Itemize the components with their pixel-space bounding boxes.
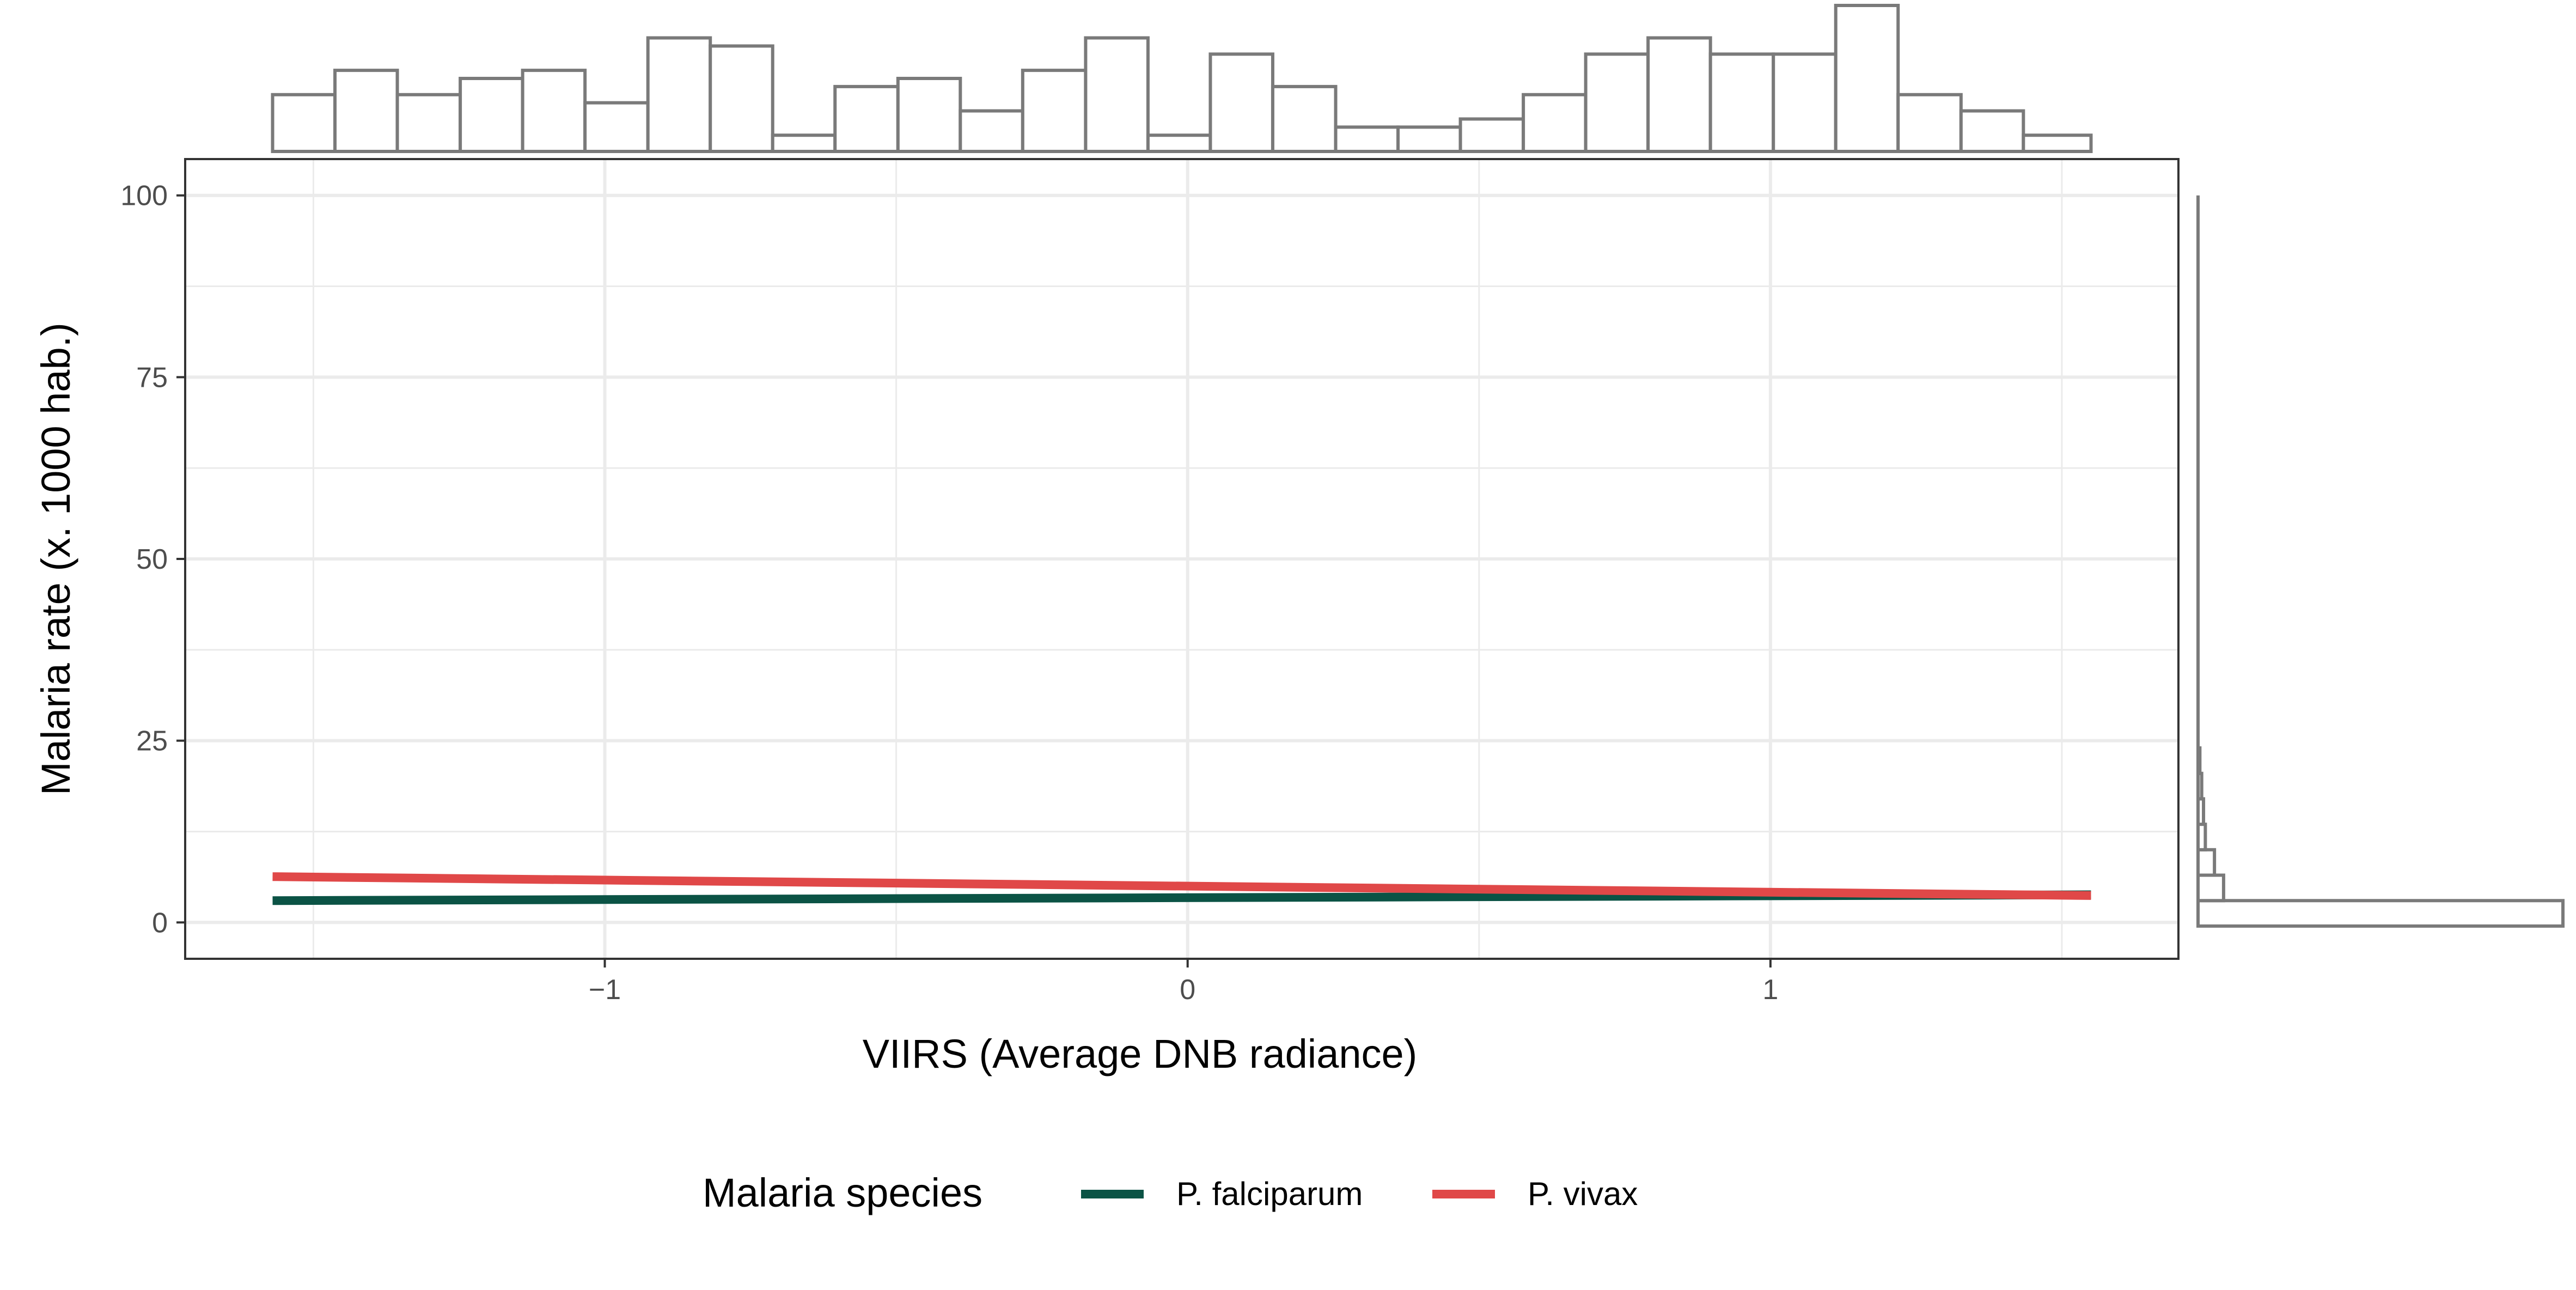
top-histogram-bar (1146, 133, 1212, 154)
legend: Malaria species P. falciparum P. vivax (703, 1170, 1638, 1215)
right-histogram-bar (2196, 848, 2217, 877)
y-tick-label: 50 (136, 544, 168, 575)
top-histogram-bar (1271, 84, 1338, 153)
top-histogram-bar (271, 93, 337, 153)
top-marginal-histogram (271, 4, 2093, 154)
top-histogram-bar (1021, 69, 1088, 153)
top-histogram-bar (1834, 4, 1900, 153)
top-histogram-bar (459, 77, 524, 153)
grid (185, 159, 2178, 959)
top-histogram-bar (1708, 52, 1775, 154)
top-histogram-bar (333, 69, 399, 153)
x-tick-label: −1 (589, 974, 621, 1006)
axis-ticks: −1 0 1 0 25 50 75 100 (120, 180, 1778, 1006)
legend-title: Malaria species (703, 1170, 982, 1215)
legend-label-p-vivax: P. vivax (1528, 1176, 1638, 1212)
y-tick-label: 25 (136, 726, 168, 757)
series-line-p-vivax (272, 872, 2091, 900)
right-marginal-histogram (2196, 195, 2565, 928)
legend-label-p-falciparum: P. falciparum (1176, 1176, 1363, 1212)
top-histogram-bar (1646, 36, 1712, 153)
right-histogram-bar (2196, 873, 2225, 903)
top-histogram-bar (2022, 133, 2093, 154)
top-histogram-bar (1896, 93, 1963, 153)
top-histogram-bar (959, 109, 1024, 153)
y-tick-label: 0 (152, 907, 168, 939)
x-tick-label: 0 (1180, 974, 1195, 1006)
y-tick-label: 75 (136, 362, 168, 393)
top-histogram-bar (1208, 52, 1274, 154)
top-histogram-bar (771, 133, 837, 154)
top-histogram-bar (1458, 117, 1525, 153)
series-lines (272, 872, 2091, 905)
top-histogram-bar (1584, 52, 1650, 154)
x-axis-title: VIIRS (Average DNB radiance) (863, 1031, 1418, 1076)
top-histogram-bar (709, 44, 774, 153)
top-histogram-bar (1522, 93, 1588, 153)
y-tick-label: 100 (120, 180, 168, 212)
top-histogram-bar (1772, 52, 1838, 154)
top-histogram-bar (395, 93, 462, 153)
top-histogram-bar (1396, 125, 1462, 153)
top-histogram-bar (833, 84, 900, 153)
top-histogram-bar (521, 69, 587, 153)
top-histogram-bar (1084, 36, 1150, 153)
right-histogram-bar (2196, 899, 2565, 928)
top-histogram-bar (1959, 109, 2025, 153)
top-histogram-bar (583, 101, 650, 154)
top-histogram-bar (896, 77, 962, 153)
x-tick-label: 1 (1762, 974, 1778, 1006)
top-histogram-bar (646, 36, 712, 153)
top-histogram-bar (1334, 125, 1400, 153)
y-axis-title: Malaria rate (x. 1000 hab.) (33, 322, 78, 795)
